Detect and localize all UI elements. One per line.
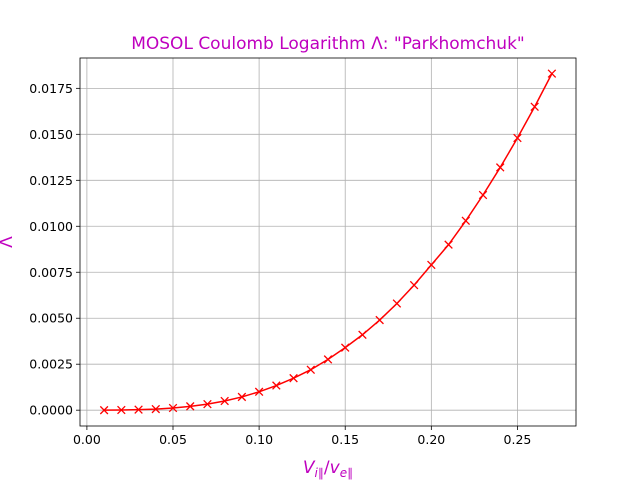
data-point-marker [168, 403, 178, 413]
data-point-marker [272, 381, 281, 390]
x-axis-label: Vi∥/ve∥ [303, 458, 353, 480]
y-tick-label: 0.0100 [29, 219, 73, 234]
data-point-marker [530, 102, 539, 111]
data-point-marker [254, 387, 264, 397]
x-tick-label: 0.20 [417, 432, 445, 447]
data-point-marker [203, 399, 212, 409]
x-label-slash: / [324, 458, 330, 478]
data-point-marker [444, 240, 453, 249]
data-point-marker [151, 404, 161, 414]
x-tick-label: 0.15 [331, 432, 359, 447]
data-point-marker [306, 365, 316, 374]
data-point-marker [117, 405, 126, 415]
x-label-sub-i: i∥ [315, 466, 324, 480]
series-layer [99, 69, 557, 415]
y-tick-label: 0.0175 [29, 81, 73, 96]
grid-lines [80, 58, 576, 426]
y-axis-label: Λ [0, 236, 17, 248]
x-tick-label: 0.00 [73, 432, 101, 447]
y-axis-ticks: 0.0000 0.0025 0.0050 0.0075 0.0100 0.0125 0.01… [29, 81, 80, 418]
x-label-v-upper: V [303, 458, 316, 478]
data-point-marker [478, 190, 488, 200]
data-point-marker [220, 396, 229, 406]
x-label-sub-e: e∥ [340, 466, 353, 480]
data-point-marker [289, 373, 298, 383]
data-point-marker [409, 280, 419, 290]
x-axis-ticks: 0.00 0.05 0.10 0.15 0.20 0.25 [73, 426, 531, 447]
data-point-marker [323, 355, 333, 364]
y-tick-label: 0.0150 [29, 127, 73, 142]
y-tick-label: 0.0075 [29, 265, 73, 280]
data-point-marker [99, 405, 109, 415]
y-tick-label: 0.0050 [29, 311, 73, 326]
data-point-marker [461, 216, 471, 226]
data-point-marker [513, 133, 522, 143]
y-tick-label: 0.0125 [29, 173, 73, 188]
data-point-marker [237, 392, 247, 402]
x-tick-label: 0.05 [159, 432, 187, 447]
data-point-marker [547, 69, 557, 78]
plot-frame [79, 57, 577, 427]
x-tick-label: 0.25 [504, 432, 532, 447]
x-tick-label: 0.10 [245, 432, 273, 447]
x-label-v-lower: v [330, 458, 341, 478]
data-point-marker [392, 299, 402, 308]
data-point-marker [375, 315, 384, 325]
data-point-marker [427, 260, 436, 270]
data-point-marker [185, 402, 195, 411]
y-tick-label: 0.0025 [29, 357, 73, 372]
data-point-marker [358, 330, 367, 340]
data-point-marker [495, 163, 505, 172]
data-point-marker [340, 343, 350, 352]
plot-area: 0.00 0.05 0.10 0.15 0.20 0.25 0.00000.00250.0… [29, 57, 577, 447]
data-point-marker [134, 405, 143, 414]
y-tick-label: 0.0000 [29, 403, 73, 418]
chart-title: MOSOL Coulomb Logarithm Λ: "Parkhomchuk" [131, 34, 525, 54]
